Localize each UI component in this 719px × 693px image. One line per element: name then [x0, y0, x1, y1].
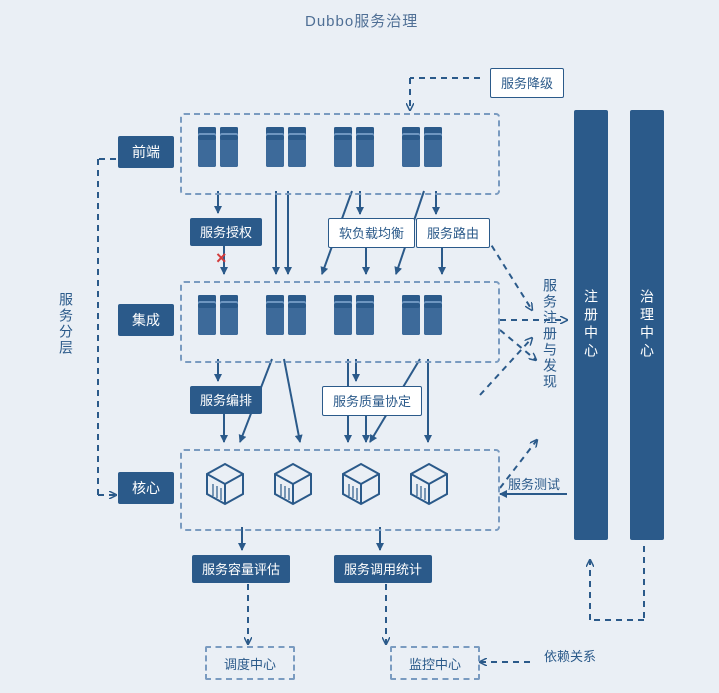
server-icon	[266, 290, 312, 340]
cube-icon	[339, 462, 383, 506]
sidebar-governance: 治理中心	[630, 110, 664, 540]
tag-service-qos: 服务质量协定	[322, 386, 422, 416]
sidebar-registry: 注册中心	[574, 110, 608, 540]
server-icon	[334, 290, 380, 340]
tag-service-auth: 服务授权	[190, 218, 262, 246]
tag-invoke-stats: 服务调用统计	[334, 555, 432, 583]
tag-service-route: 服务路由	[416, 218, 490, 248]
layer-integration: 集成	[118, 304, 174, 336]
cube-icon	[271, 462, 315, 506]
page-title: Dubbo服务治理	[305, 10, 418, 31]
label-service-test: 服务测试	[508, 474, 560, 493]
label-dependency: 依赖关系	[544, 646, 596, 665]
tag-capacity-eval: 服务容量评估	[192, 555, 290, 583]
server-icon	[198, 122, 244, 172]
layer-frontend: 前端	[118, 136, 174, 168]
tag-service-degrade: 服务降级	[490, 68, 564, 98]
server-icon	[198, 290, 244, 340]
server-icon	[402, 122, 448, 172]
box-monitor-center: 监控中心	[390, 646, 480, 680]
server-icon	[334, 122, 380, 172]
box-schedule-center: 调度中心	[205, 646, 295, 680]
server-icon	[402, 290, 448, 340]
cube-icon	[407, 462, 451, 506]
layering-label: 服务分层	[56, 292, 76, 356]
layer-core: 核心	[118, 472, 174, 504]
tag-soft-lb: 软负载均衡	[328, 218, 415, 248]
cube-icon	[203, 462, 247, 506]
label-register-discover: 服务注册与发现	[540, 278, 560, 390]
tag-service-orchestration: 服务编排	[190, 386, 262, 414]
cross-icon: ×	[216, 248, 227, 269]
server-icon	[266, 122, 312, 172]
